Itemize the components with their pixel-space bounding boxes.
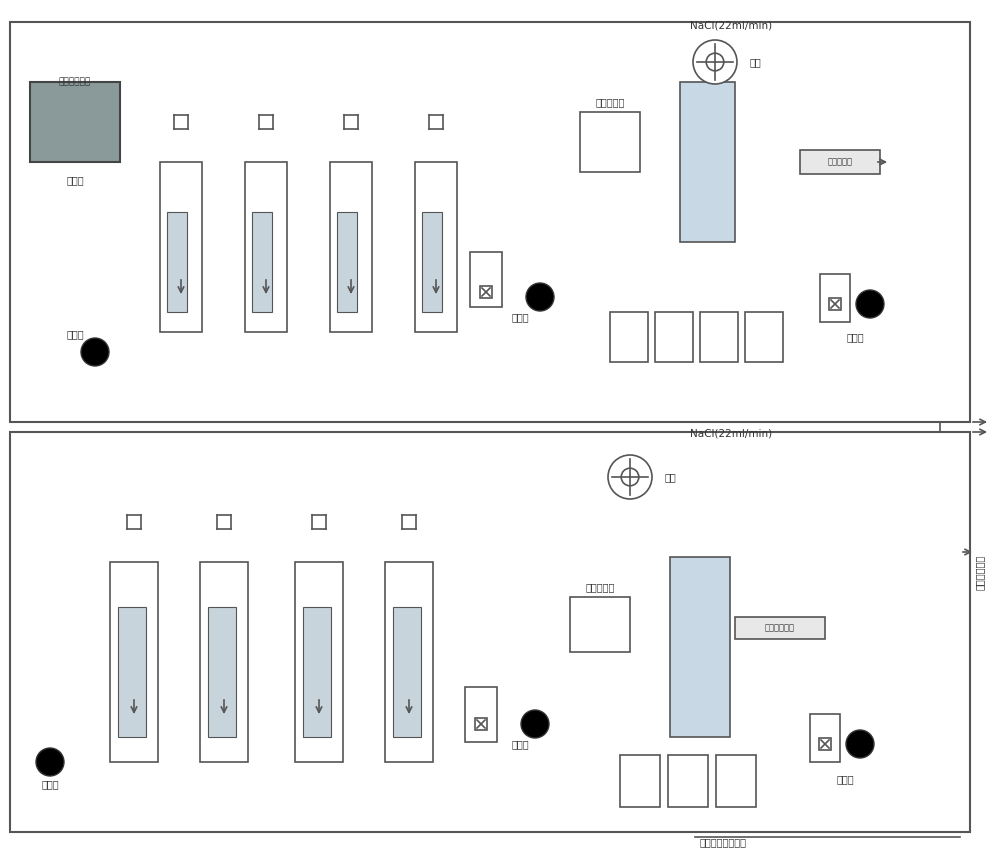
Bar <box>174 115 188 129</box>
Bar <box>655 312 693 362</box>
Bar <box>716 755 756 807</box>
Bar <box>580 112 640 172</box>
Bar <box>700 312 738 362</box>
Bar <box>295 562 343 762</box>
Bar <box>829 298 841 310</box>
Bar <box>620 755 660 807</box>
Text: 渣浆泵: 渣浆泵 <box>836 774 854 784</box>
Bar <box>337 212 357 312</box>
Bar <box>167 212 187 312</box>
Bar <box>118 607 146 737</box>
Circle shape <box>621 469 639 486</box>
Text: 浮选过滤机: 浮选过滤机 <box>828 158 852 166</box>
Circle shape <box>693 40 737 84</box>
Circle shape <box>856 290 884 318</box>
Bar <box>570 597 630 652</box>
Text: 软管泵: 软管泵 <box>66 329 84 339</box>
Bar <box>110 562 158 762</box>
Bar <box>393 607 421 737</box>
Text: 风机: 风机 <box>665 472 677 482</box>
Bar <box>208 607 236 737</box>
Text: 低品位贯液: 低品位贯液 <box>585 582 615 592</box>
Bar <box>422 212 442 312</box>
Circle shape <box>608 455 652 499</box>
Circle shape <box>521 710 549 738</box>
Bar <box>670 557 730 737</box>
Text: 渣浆泵: 渣浆泵 <box>511 312 529 322</box>
Bar <box>127 515 141 529</box>
Bar <box>415 162 457 332</box>
Circle shape <box>706 53 724 71</box>
Text: 软管泵: 软管泵 <box>41 779 59 789</box>
Bar <box>429 115 443 129</box>
Text: 渣浆泵: 渣浆泵 <box>846 332 864 342</box>
Bar <box>217 515 231 529</box>
Bar <box>385 562 433 762</box>
Text: 分离浮选精矿: 分离浮选精矿 <box>59 78 91 87</box>
Circle shape <box>36 748 64 776</box>
Bar <box>10 22 970 422</box>
Bar <box>160 162 202 332</box>
Bar <box>820 274 850 322</box>
Text: 缓冲笱: 缓冲笱 <box>66 175 84 185</box>
Bar <box>312 515 326 529</box>
Text: 反洗水去一洗: 反洗水去一洗 <box>765 624 795 632</box>
Text: 渣浆泵: 渣浆泵 <box>511 739 529 749</box>
Circle shape <box>81 338 109 366</box>
Bar <box>680 82 735 242</box>
Bar <box>330 162 372 332</box>
Bar <box>819 738 831 750</box>
Bar <box>252 212 272 312</box>
Bar <box>259 115 273 129</box>
Text: NaCl(22ml/min): NaCl(22ml/min) <box>690 21 772 31</box>
Text: 汞渣去多金属分离: 汞渣去多金属分离 <box>700 837 747 847</box>
Bar <box>470 252 502 307</box>
Bar <box>10 432 970 832</box>
Bar <box>303 607 331 737</box>
Circle shape <box>846 730 874 758</box>
Bar <box>344 115 358 129</box>
Bar <box>245 162 287 332</box>
Bar <box>402 515 416 529</box>
Text: 去离子交换节: 去离子交换节 <box>975 555 985 590</box>
Bar <box>480 286 492 298</box>
Bar <box>800 150 880 174</box>
Bar <box>465 687 497 742</box>
Circle shape <box>526 283 554 311</box>
Bar <box>475 718 487 730</box>
Bar <box>610 312 648 362</box>
Bar <box>810 714 840 762</box>
Bar <box>735 617 825 639</box>
Bar <box>668 755 708 807</box>
Bar <box>30 82 120 162</box>
Text: NaCl(22ml/min): NaCl(22ml/min) <box>690 429 772 439</box>
Bar <box>200 562 248 762</box>
Bar <box>745 312 783 362</box>
Text: 低品位贯液: 低品位贯液 <box>595 97 625 107</box>
Text: 风机: 风机 <box>750 57 762 67</box>
